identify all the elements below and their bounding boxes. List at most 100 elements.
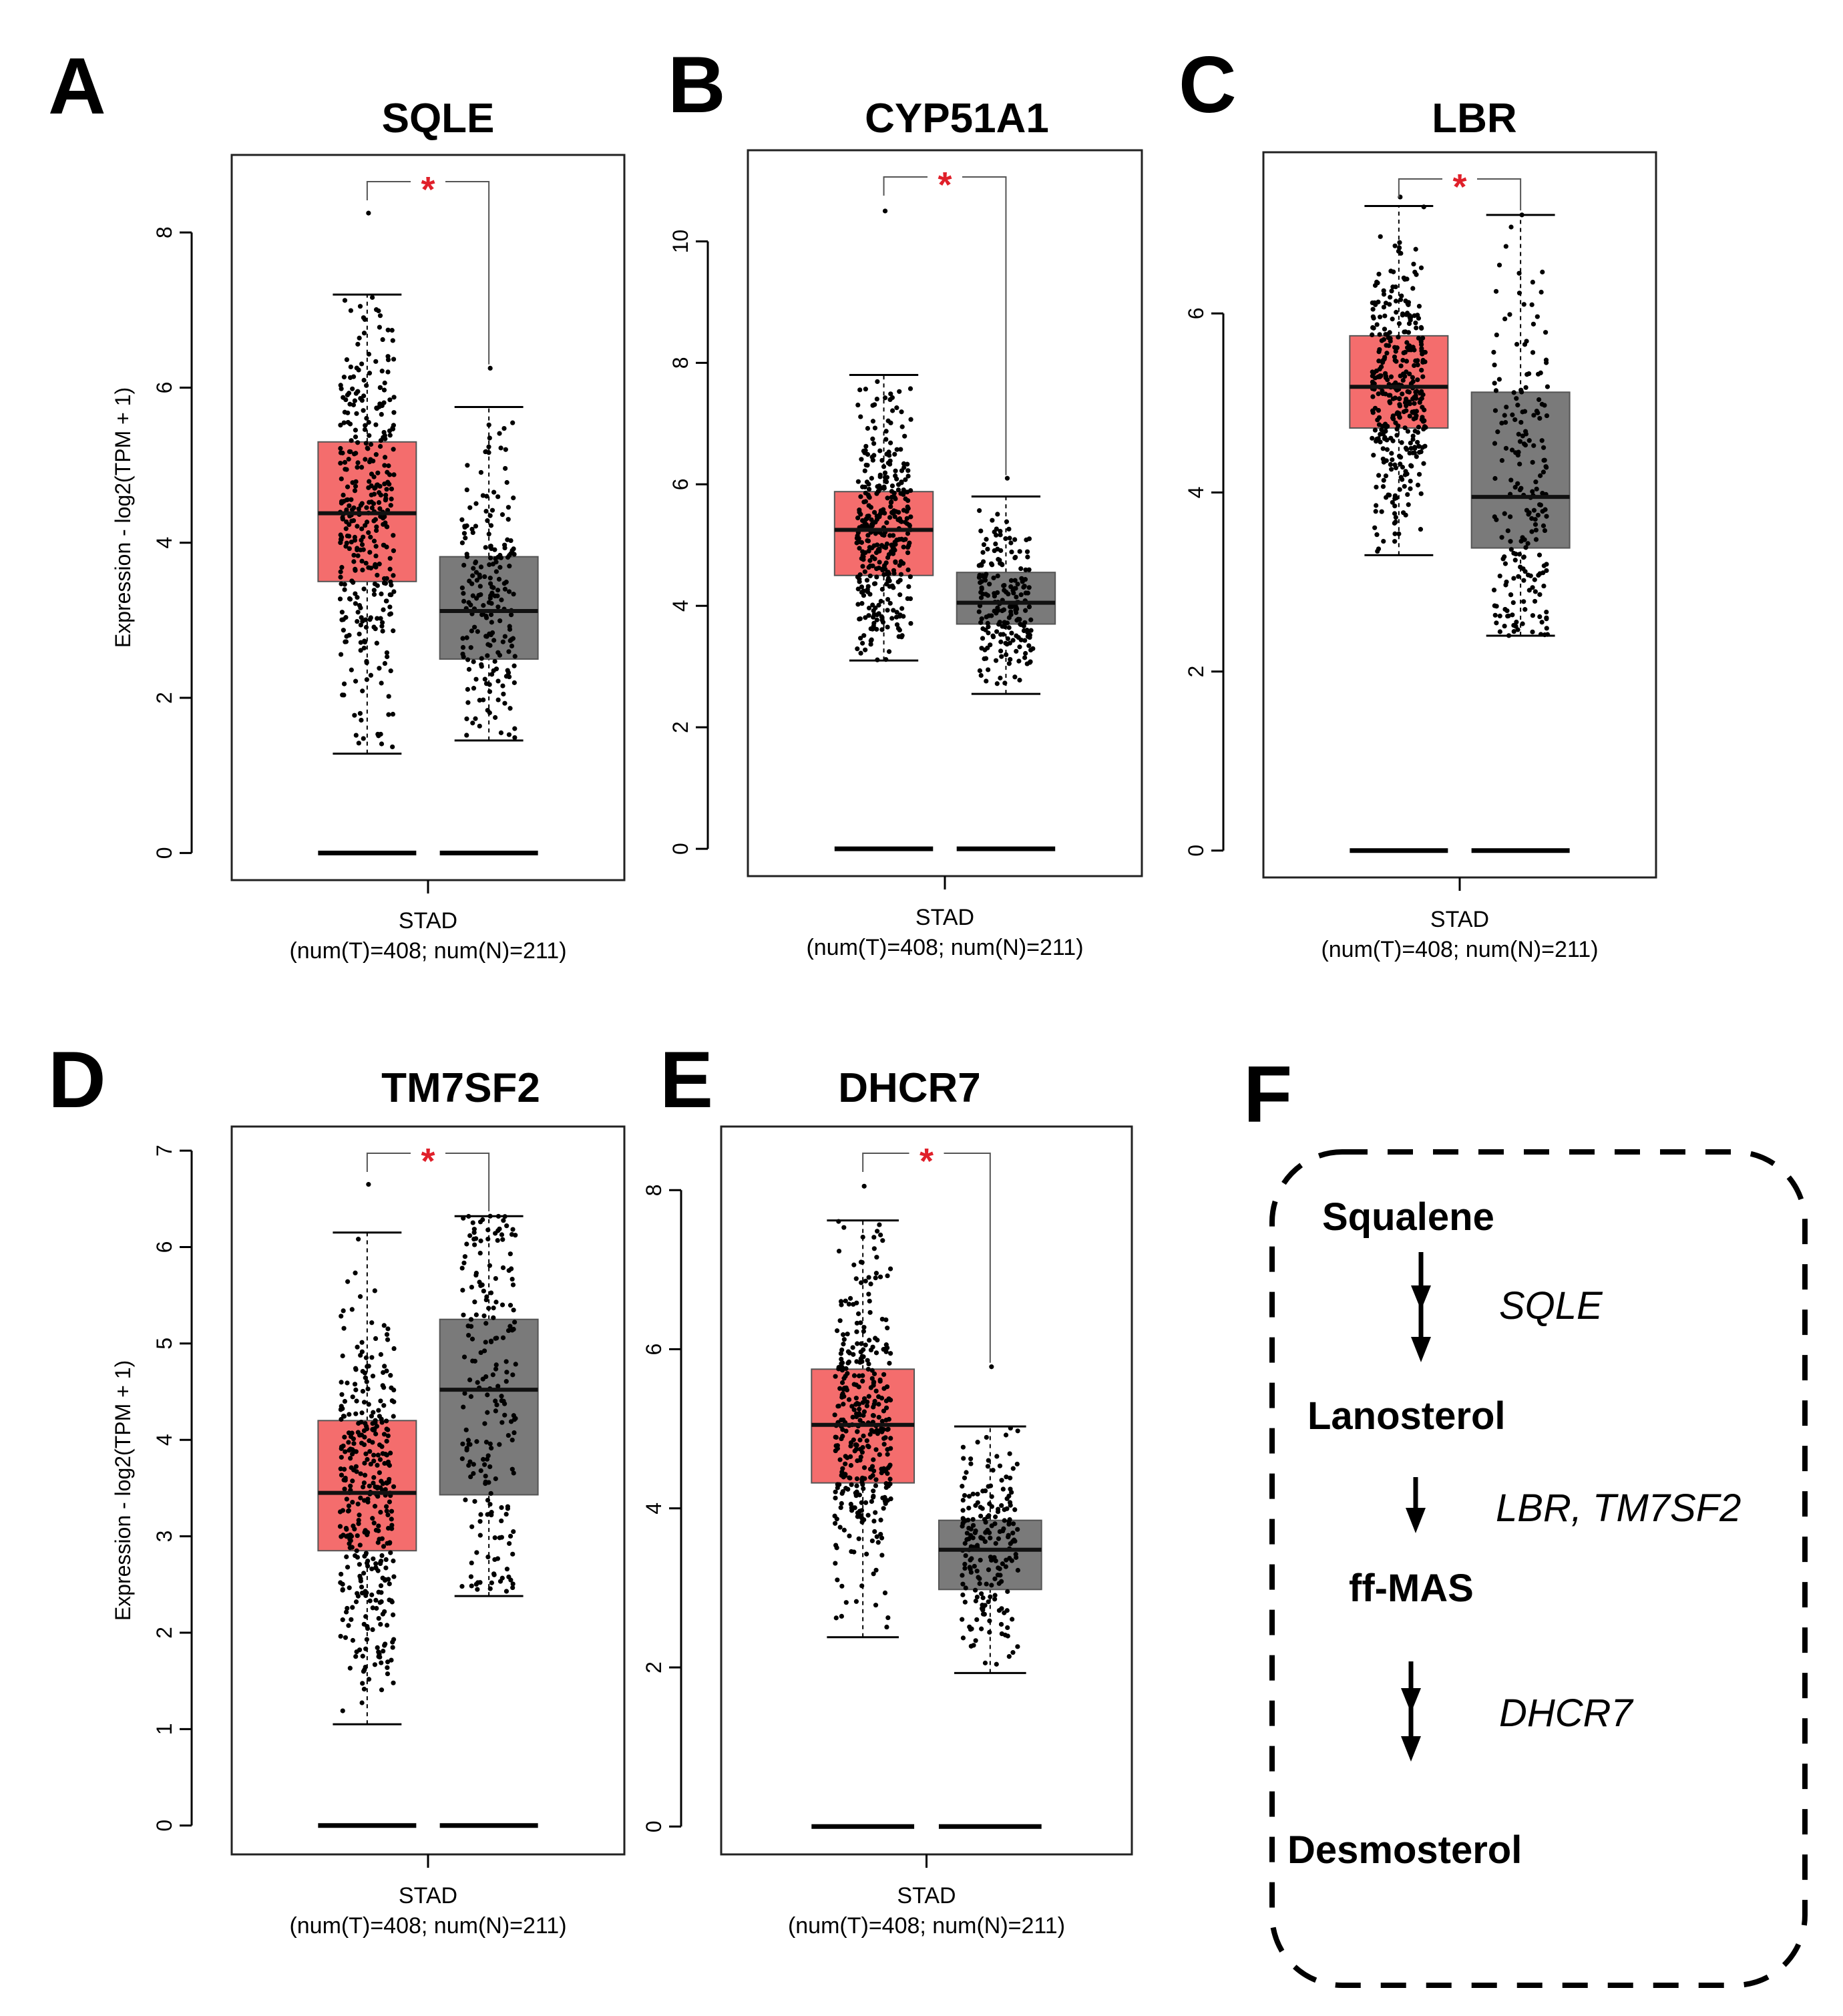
data-point [507,706,513,711]
data-point [889,483,895,489]
data-point [857,510,862,515]
data-point [375,616,380,621]
significance-star: * [421,1141,435,1181]
data-point [847,1475,852,1480]
data-point [1494,620,1499,626]
data-point [1518,538,1524,544]
data-point [861,499,867,505]
data-point [1529,529,1534,534]
y-tick-label: 2 [642,1661,666,1673]
data-point [374,524,379,530]
data-point [871,1371,877,1376]
data-point [345,410,351,415]
data-point [479,612,485,618]
data-point [994,1454,1000,1459]
data-point [859,601,865,606]
data-point [369,1566,375,1572]
data-point [1521,302,1526,307]
data-point [344,467,349,472]
data-point [468,1317,474,1322]
data-point [366,1677,372,1682]
data-point [481,1313,487,1319]
data-point [876,565,881,571]
data-point [1006,1653,1012,1659]
data-point [982,578,988,583]
data-point [990,1468,996,1473]
normal-points [976,475,1036,686]
data-point [1380,391,1386,397]
data-point [860,1373,865,1378]
data-point [357,1562,362,1567]
data-point [998,675,1003,680]
data-point [848,1462,854,1468]
data-point [355,610,361,615]
data-point [1524,372,1530,377]
data-point [381,429,387,435]
data-point [1408,478,1413,484]
data-point [385,479,391,485]
data-point [379,1687,385,1693]
data-point [361,1442,367,1448]
data-point [858,494,863,499]
data-point [345,1565,351,1570]
data-point [872,1529,877,1535]
data-point [1372,300,1378,305]
data-point [371,1480,376,1486]
data-point [893,468,898,473]
data-point [485,1512,490,1517]
data-point [1006,661,1012,666]
data-point [1413,320,1418,326]
data-point [375,1452,381,1458]
data-point [1387,399,1392,404]
data-point [993,1558,998,1564]
data-point [508,538,514,544]
data-point [872,556,877,562]
data-point [502,586,508,592]
data-point [874,574,879,580]
data-point [381,1432,387,1437]
data-point [379,680,384,686]
data-point [388,668,393,674]
data-point [384,1368,389,1374]
x-axis-label: STAD [399,908,457,934]
data-point [483,1297,489,1303]
data-point [1530,279,1535,285]
data-point [1535,512,1541,518]
data-point [357,602,363,608]
data-point [369,471,375,477]
data-point [361,377,367,383]
data-point [1542,457,1547,463]
data-point [874,1255,879,1260]
y-tick-label: 4 [152,537,176,549]
pathway-enzyme-sqle: SQLE [1499,1284,1603,1328]
data-point [1545,384,1551,389]
data-point [353,483,359,489]
data-point [962,1561,968,1567]
data-point [354,411,359,416]
data-point [839,1469,845,1474]
data-point [510,1372,516,1378]
data-point [345,484,351,489]
y-tick-label: 5 [152,1338,176,1350]
data-point [465,1324,471,1329]
data-point [345,1508,351,1514]
data-point [493,1408,498,1414]
data-point [487,576,493,581]
data-point [499,1518,504,1524]
data-point [839,1583,845,1589]
data-point [359,465,365,470]
data-point [895,579,901,585]
data-point [898,559,903,564]
data-point [359,615,364,620]
data-point [841,1332,846,1338]
data-point [867,495,872,500]
data-point [889,495,894,500]
data-point [1420,392,1426,397]
data-point [483,1473,488,1479]
data-point [385,327,391,333]
data-point [387,428,393,433]
data-point [1006,1533,1011,1538]
data-point [1402,329,1407,335]
data-point [362,1472,368,1478]
data-point [495,604,501,610]
